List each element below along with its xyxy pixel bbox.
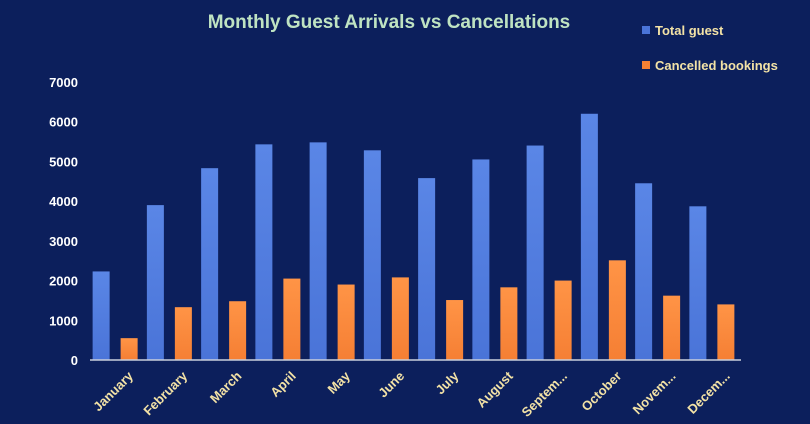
bar-total-guest: [580, 113, 598, 361]
bar-cancelled-bookings: [337, 284, 355, 360]
y-tick-label: 1000: [49, 313, 78, 328]
bar-cancelled-bookings: [554, 280, 572, 360]
x-tick-label: August: [474, 368, 517, 411]
bar-total-guest: [418, 178, 436, 360]
bar-cancelled-bookings: [229, 301, 247, 360]
x-tick-label: Decem...: [684, 368, 732, 416]
legend-label-cancelled-bookings: Cancelled bookings: [655, 58, 778, 73]
legend-item-total-guest: Total guest: [642, 23, 724, 38]
y-tick-label: 0: [71, 353, 78, 368]
bar-cancelled-bookings: [120, 338, 138, 360]
bar-total-guest: [689, 206, 707, 360]
x-tick-label: June: [375, 368, 407, 400]
x-tick-label: October: [578, 368, 624, 414]
legend-label-total-guest: Total guest: [655, 23, 724, 38]
x-tick-label: May: [325, 368, 354, 397]
bar-total-guest: [309, 142, 327, 360]
bar-total-guest: [635, 183, 653, 360]
x-tick-label: March: [207, 368, 245, 406]
bar-cancelled-bookings: [500, 287, 518, 360]
bar-cancelled-bookings: [174, 307, 192, 360]
bar-cancelled-bookings: [446, 300, 464, 360]
bar-total-guest: [526, 145, 544, 360]
y-tick-label: 6000: [49, 115, 78, 130]
x-tick-label: Septem...: [519, 368, 570, 419]
y-tick-label: 4000: [49, 194, 78, 209]
legend-item-cancelled-bookings: Cancelled bookings: [642, 58, 778, 73]
bar-total-guest: [201, 168, 219, 360]
x-tick-label: January: [90, 368, 136, 414]
bar-cancelled-bookings: [283, 278, 301, 360]
bar-cancelled-bookings: [608, 260, 626, 360]
y-tick-label: 5000: [49, 154, 78, 169]
y-axis: 0 1000 2000 3000 4000 5000 6000 7000: [49, 75, 78, 368]
legend: Total guest Cancelled bookings: [642, 23, 778, 73]
x-tick-label: February: [140, 368, 190, 418]
y-tick-label: 3000: [49, 234, 78, 249]
x-tick-label: Novem...: [630, 368, 679, 417]
x-tick-label: April: [267, 368, 299, 400]
bars: [92, 113, 735, 361]
bar-total-guest: [255, 144, 273, 360]
y-tick-label: 2000: [49, 274, 78, 289]
bar-cancelled-bookings: [391, 277, 409, 360]
chart-title: Monthly Guest Arrivals vs Cancellations: [208, 12, 571, 33]
x-tick-label: July: [433, 368, 463, 398]
bar-total-guest: [363, 150, 381, 360]
legend-swatch-cancelled-bookings: [642, 61, 650, 69]
y-tick-label: 7000: [49, 75, 78, 90]
bar-cancelled-bookings: [717, 304, 735, 360]
bar-total-guest: [92, 271, 110, 360]
legend-swatch-total-guest: [642, 26, 650, 34]
bar-cancelled-bookings: [663, 295, 681, 360]
bar-total-guest: [146, 205, 164, 360]
x-axis: January February March April May June July Augu…: [90, 368, 733, 420]
bar-total-guest: [472, 159, 490, 360]
